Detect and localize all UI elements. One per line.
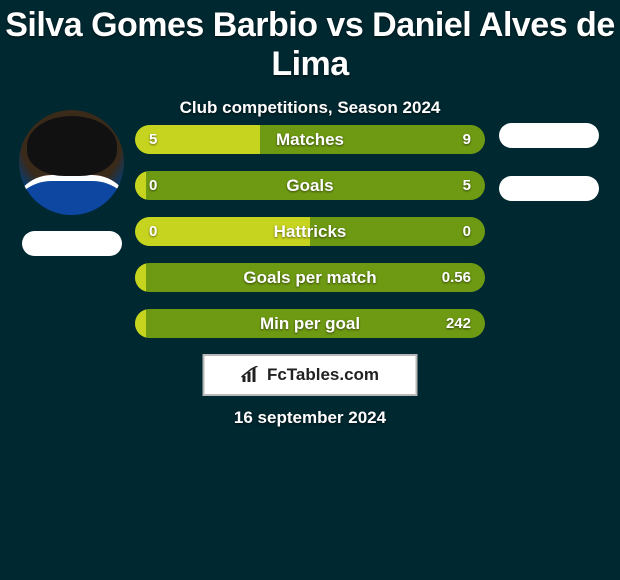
stat-right-value: 9 [463,125,471,154]
stat-label: Matches [276,130,344,150]
comparison-card: Silva Gomes Barbio vs Daniel Alves de Li… [0,0,620,445]
stat-bars: 5 Matches 9 0 Goals 5 0 Hattricks 0 Goal… [135,110,485,338]
player-right-flag-1 [499,123,599,148]
stat-right-value: 242 [446,309,471,338]
player-left-kit [19,175,124,215]
player-left-avatar [19,110,124,215]
comparison-columns: 5 Matches 9 0 Goals 5 0 Hattricks 0 Goal… [0,110,620,338]
brand-link[interactable]: FcTables.com [203,354,418,396]
stat-bar-fill [135,171,146,200]
player-left-column [0,110,135,256]
stat-bar-matches: 5 Matches 9 [135,125,485,154]
stat-label: Hattricks [274,222,347,242]
player-right-flag-2 [499,176,599,201]
bar-chart-icon [241,366,263,384]
stat-label: Goals per match [243,268,376,288]
stat-bar-mpg: Min per goal 242 [135,309,485,338]
stat-left-value: 0 [149,171,157,200]
stat-bar-fill [135,263,146,292]
stat-label: Goals [286,176,333,196]
stat-left-value: 0 [149,217,157,246]
stat-right-value: 0 [463,217,471,246]
stat-bar-goals: 0 Goals 5 [135,171,485,200]
player-left-flag [22,231,122,256]
stat-label: Min per goal [260,314,360,334]
brand-text: FcTables.com [267,365,379,385]
stat-bar-hattricks: 0 Hattricks 0 [135,217,485,246]
date-stamp: 16 september 2024 [0,408,620,428]
stat-right-value: 5 [463,171,471,200]
page-title: Silva Gomes Barbio vs Daniel Alves de Li… [0,0,620,84]
stat-left-value: 5 [149,125,157,154]
stat-bar-gpm: Goals per match 0.56 [135,263,485,292]
stat-right-value: 0.56 [442,263,471,292]
player-right-column [485,110,620,201]
stat-bar-fill [135,309,146,338]
